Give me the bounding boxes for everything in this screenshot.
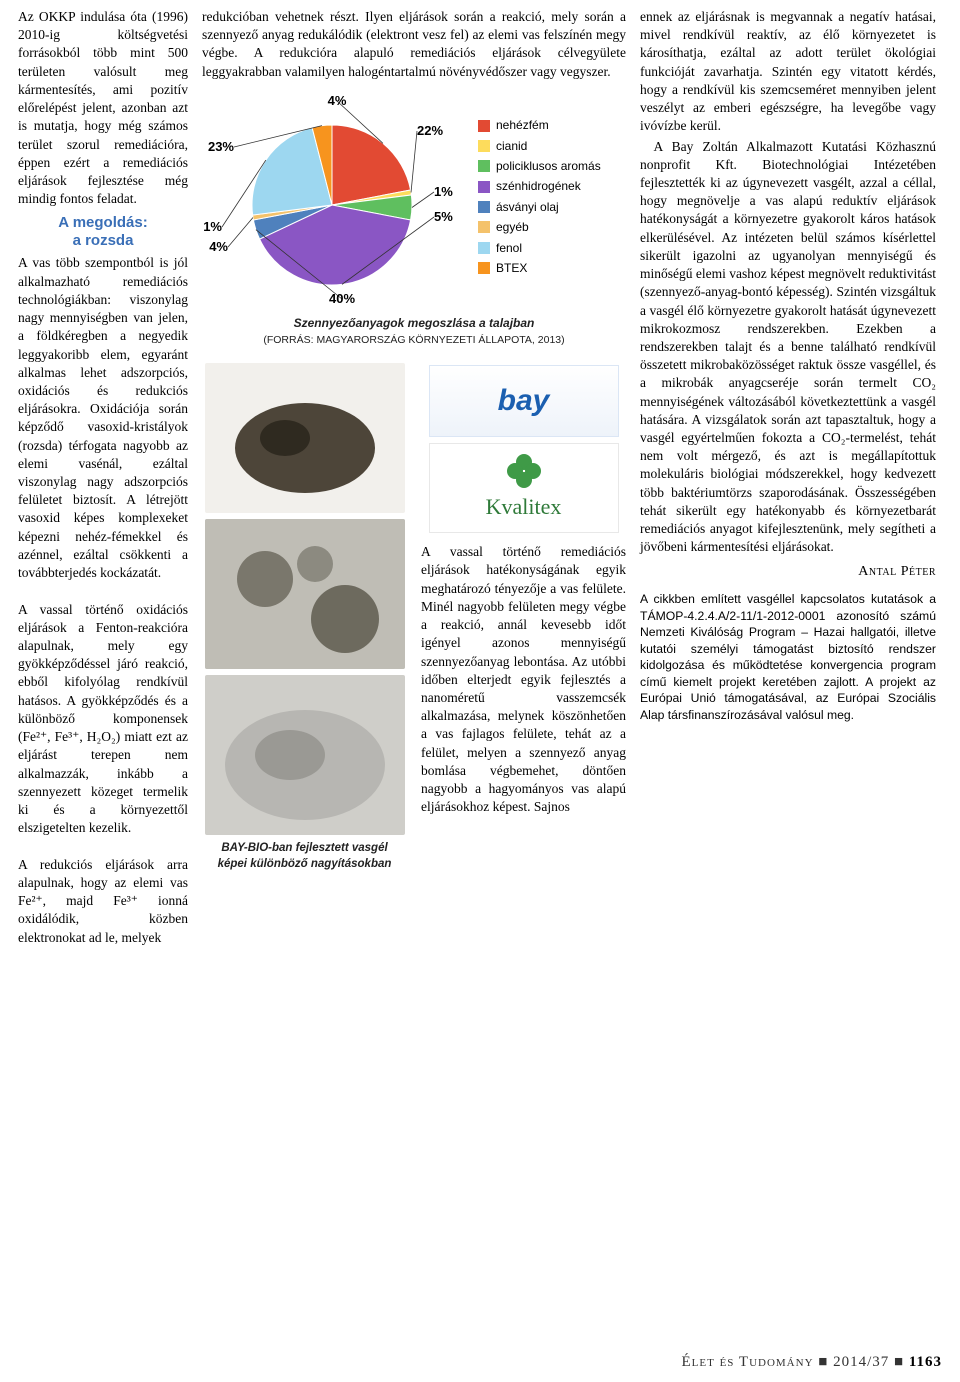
chart-legend: nehézfémcianidpoliciklusos aromásszénhid… bbox=[478, 115, 601, 278]
legend-swatch bbox=[478, 120, 490, 132]
legend-swatch bbox=[478, 181, 490, 193]
legend-swatch bbox=[478, 160, 490, 172]
pct-label: 4% bbox=[209, 239, 228, 254]
right-para-1: ennek az eljárásnak is megvannak a negat… bbox=[640, 8, 936, 136]
grant-note: A cikkben említett vasgéllel kapcsolatos… bbox=[640, 591, 936, 723]
pie-svg: 4% 22% 1% 5% 40% 4% 1% 23% bbox=[202, 87, 472, 307]
legend-swatch bbox=[478, 221, 490, 233]
legend-label: policiklusos aromás bbox=[496, 156, 601, 176]
legend-swatch bbox=[478, 262, 490, 274]
legend-label: szénhidrogének bbox=[496, 176, 581, 196]
pct-label: 1% bbox=[434, 184, 453, 199]
legend-item: BTEX bbox=[478, 258, 601, 278]
legend-item: ásványi olaj bbox=[478, 197, 601, 217]
legend-item: fenol bbox=[478, 238, 601, 258]
clover-icon bbox=[507, 454, 541, 488]
pct-label: 23% bbox=[208, 139, 234, 154]
bay-logo: bay bbox=[429, 365, 619, 437]
legend-item: szénhidrogének bbox=[478, 176, 601, 196]
legend-swatch bbox=[478, 140, 490, 152]
left-body: A vas több szempontból is jól alkalmazha… bbox=[18, 254, 188, 946]
left-column: Az OKKP indulása óta (1996) 2010-ig költ… bbox=[18, 8, 188, 947]
pct-label: 1% bbox=[203, 219, 222, 234]
legend-item: egyéb bbox=[478, 217, 601, 237]
page-footer: Élet és Tudomány ■ 2014/37 ■ 1163 bbox=[18, 1352, 942, 1372]
legend-label: egyéb bbox=[496, 217, 529, 237]
kvalitex-logo: Kvalitex bbox=[429, 443, 619, 533]
sample-image-3 bbox=[205, 675, 405, 835]
image-caption: BAY-BIO-ban fejlesztett vasgél képei kül… bbox=[202, 841, 407, 872]
legend-label: BTEX bbox=[496, 258, 527, 278]
legend-swatch bbox=[478, 242, 490, 254]
sample-image-2 bbox=[205, 519, 405, 669]
legend-swatch bbox=[478, 201, 490, 213]
chart-source: (FORRÁS: MAGYARORSZÁG KÖRNYEZETI ÁLLAPOT… bbox=[202, 333, 626, 347]
legend-label: ásványi olaj bbox=[496, 197, 559, 217]
right-para-2: A Bay Zoltán Alkalmazott Kutatási Közhas… bbox=[640, 138, 936, 557]
section-heading: A megoldás: a rozsda bbox=[18, 214, 188, 250]
pct-label: 40% bbox=[329, 291, 355, 306]
mid-right-sub: bay Kvalitex A vassal történő remediáció… bbox=[421, 357, 626, 878]
legend-item: cianid bbox=[478, 136, 601, 156]
author-name: Antal Péter bbox=[640, 563, 936, 582]
legend-item: policiklusos aromás bbox=[478, 156, 601, 176]
mid-left-sub: BAY-BIO-ban fejlesztett vasgél képei kül… bbox=[202, 357, 407, 878]
middle-column: redukcióban vehetnek részt. Ilyen eljárá… bbox=[202, 8, 626, 947]
pct-label: 22% bbox=[417, 123, 443, 138]
mid-bottom-para: A vassal történő remediációs eljárások h… bbox=[421, 543, 626, 816]
chart-caption: Szennyezőanyagok megoszlása a talajban bbox=[202, 315, 626, 331]
pct-label: 4% bbox=[328, 93, 347, 108]
legend-label: cianid bbox=[496, 136, 527, 156]
right-column: ennek az eljárásnak is megvannak a negat… bbox=[640, 8, 936, 947]
pct-label: 5% bbox=[434, 209, 453, 224]
legend-label: nehézfém bbox=[496, 115, 549, 135]
sample-image-1 bbox=[205, 363, 405, 513]
legend-label: fenol bbox=[496, 238, 522, 258]
mid-top-para: redukcióban vehetnek részt. Ilyen eljárá… bbox=[202, 8, 626, 81]
pie-chart: 4% 22% 1% 5% 40% 4% 1% 23% nehézfémcianidpolici… bbox=[202, 87, 626, 347]
legend-item: nehézfém bbox=[478, 115, 601, 135]
left-intro: Az OKKP indulása óta (1996) 2010-ig költ… bbox=[18, 8, 188, 208]
